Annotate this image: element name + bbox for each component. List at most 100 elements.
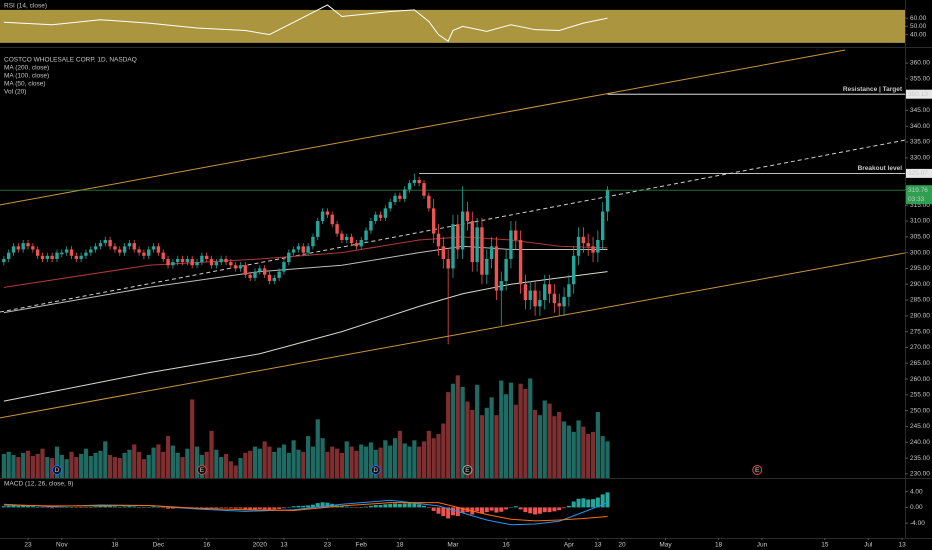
volume-bar [281,444,287,478]
candle-body [229,262,233,266]
macd-histogram-bar [581,498,586,508]
price-tick-label: 265.00 [910,360,930,367]
macd-histogram-bar [151,506,156,508]
macd-histogram-bar [586,499,591,508]
macd-histogram-bar [98,506,103,508]
x-tick-label: 23 [324,542,332,549]
price-tick-label: 280.00 [910,313,930,320]
volume-bar [378,447,383,478]
candle-body [576,236,581,256]
macd-histogram-bar [238,507,243,509]
volume-bar [190,399,195,478]
volume-bar [388,445,393,478]
volume-bar [252,446,258,478]
volume-bar [363,446,369,478]
candle-body [118,249,122,253]
candle-body [552,293,557,304]
candle-body [427,195,431,209]
level-label: Breakout level [858,165,903,172]
candle-body [412,179,417,184]
candle-body [209,258,214,266]
candle-body [35,249,40,256]
candle-body [84,252,88,256]
candle-body [301,246,305,253]
candle-body [407,183,412,190]
volume-bar [238,458,243,478]
volume-bar [368,442,373,478]
trendline [0,49,846,206]
x-tick-label: May [659,542,672,549]
volume-bar [132,444,137,478]
rsi-tick-label: 40.00 [910,31,927,38]
volume-bar [161,451,166,478]
x-tick-label: 13 [280,542,288,549]
macd-histogram-bar [40,507,45,508]
volume-bar [108,454,113,478]
volume-bar [373,449,378,478]
level-axis-box [906,89,932,99]
volume-bar [571,431,576,478]
event-marker [196,465,207,475]
macd-histogram-bar [117,507,122,508]
volume-bar [93,452,98,478]
candle-body [195,262,199,266]
volume-bar [600,436,605,478]
legend-entry: MA (100, close) [4,73,49,80]
macd-histogram-bar [600,494,605,508]
candle-body [55,252,59,259]
volume-bar [25,450,31,478]
macd-histogram-bar [528,507,533,514]
volume-bar [349,446,354,478]
macd-histogram-bar [21,505,26,508]
macd-histogram-bar [103,505,108,508]
volume-bar [407,446,412,478]
x-tick-label: 13 [898,542,906,549]
candle-body [132,243,136,250]
candle-body [296,246,301,250]
candle-body [557,303,561,307]
price-tick-label: 310.00 [910,218,930,225]
macd-histogram-bar [344,506,349,508]
macd-tick-label: 4.00 [910,488,923,495]
candle-body [316,221,320,237]
volume-bar [499,380,504,478]
volume-bar [35,453,40,478]
rsi-title: RSI (14, close) [4,3,47,10]
macd-histogram-bar [281,507,286,509]
volume-bar [127,449,132,478]
volume-bar [508,382,514,478]
candle-body [591,246,595,253]
macd-histogram-bar [562,507,567,509]
macd-histogram-bar [224,507,229,508]
volume-bar [296,449,301,478]
volume-bar [170,445,175,478]
price-tick-label: 285.00 [910,297,930,304]
macd-histogram-bar [64,507,69,508]
candle-body [16,246,21,250]
macd-histogram-bar [112,506,117,508]
macd-histogram-bar [30,506,35,508]
level-axis-label: 325.07 [908,170,928,177]
candle-body [581,236,586,244]
volume-bar [165,436,171,478]
candle-body [282,262,286,272]
macd-histogram-bar [484,507,489,513]
candle-body [190,258,194,266]
x-tick-label: 18 [396,542,404,549]
volume-bar [436,434,441,478]
macd-histogram-bar [368,505,373,508]
volume-bar [479,415,485,478]
candle-body [374,214,378,222]
candle-body [176,258,180,263]
macd-histogram-bar [475,507,480,512]
last-price-label: 319.76 [908,187,928,194]
volume-bar [98,450,103,478]
macd-histogram-bar [325,502,330,508]
macd-histogram-bar [547,507,552,513]
macd-histogram-bar [518,507,523,510]
volume-bar [1,453,6,478]
volume-bar [523,388,528,478]
volume-bar [6,451,11,478]
moving-average [3,245,608,314]
candle-body [533,290,537,307]
